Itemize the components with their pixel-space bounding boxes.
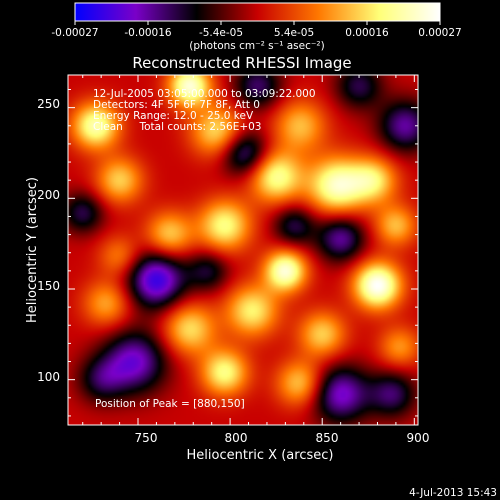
heatmap [68,75,418,425]
annotation-energy-range: Energy Range: 12.0 - 25.0 keV [93,110,254,122]
plot-frame [67,74,419,426]
chart-title: Reconstructed RHESSI Image [132,54,351,72]
colorbar-gradient [74,2,441,22]
annotation-total-counts: Clean Total counts: 2.56E+03 [93,121,262,133]
y-axis-label: Heliocentric Y (arcsec) [25,177,40,323]
annotation-detectors: Detectors: 4F 5F 6F 7F 8F, Att 0 [93,99,260,111]
x-tick-label: 800 [225,431,248,445]
y-tick-label: 150 [37,279,60,293]
colorbar-tick-marks [74,21,441,25]
footer-timestamp: 4-Jul-2013 15:43 [409,487,497,499]
axis-ticks [68,75,418,425]
y-tick-label: 250 [37,97,60,111]
colorbar-tick-label: 5.4e-05 [274,27,314,39]
colorbar-unit-label: (photons cm⁻² s⁻¹ asec⁻²) [189,40,324,52]
colorbar: -0.00027 -0.00016 -5.4e-05 5.4e-05 0.000… [51,2,462,52]
x-tick-label: 750 [135,431,158,445]
colorbar-tick-label: 0.00027 [418,27,461,39]
heatmap-image [68,75,418,425]
colorbar-tick-label: -5.4e-05 [199,27,243,39]
x-tick-label: 900 [407,431,430,445]
x-axis-label: Heliocentric X (arcsec) [187,448,334,463]
colorbar-tick-label: -0.00016 [124,27,172,39]
colorbar-tick-label: -0.00027 [51,27,98,39]
y-tick-label: 100 [37,370,60,384]
x-tick-label: 850 [316,431,339,445]
colorbar-tick-label: 0.00016 [345,27,389,39]
annotation-peak-position: Position of Peak = [880,150] [95,398,245,410]
annotation-time-range: 12-Jul-2005 03:05:00.000 to 03:09:22.000 [93,88,316,100]
y-tick-label: 200 [37,188,60,202]
